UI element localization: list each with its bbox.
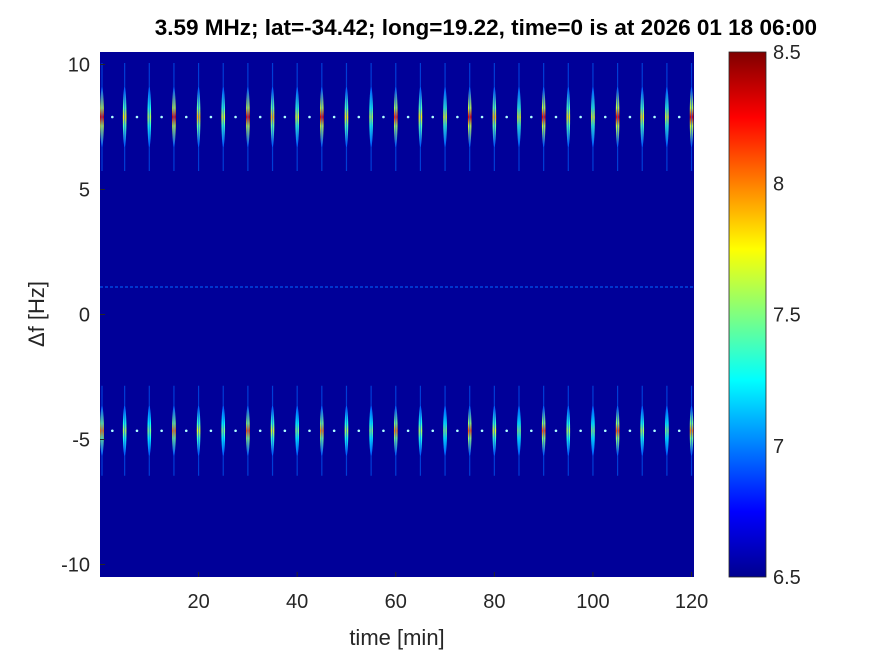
plot-area — [100, 52, 694, 577]
lower-dot — [332, 429, 336, 433]
colorbar — [728, 51, 767, 578]
upper-dot — [184, 115, 188, 119]
lower-dot — [234, 429, 237, 433]
lower-dot — [530, 429, 533, 433]
y-tick-label: 10 — [68, 55, 90, 77]
lower-dot — [554, 429, 558, 433]
lower-dot — [456, 429, 459, 433]
upper-dot — [111, 115, 114, 119]
upper-dot — [283, 115, 287, 119]
y-tick-label: -10 — [61, 555, 90, 577]
lower-dot — [357, 429, 361, 433]
lower-dot — [628, 429, 632, 433]
upper-dot — [308, 115, 311, 119]
lower-dot — [653, 429, 656, 433]
colorbar-tick-label: 7.5 — [773, 305, 801, 327]
upper-dot — [603, 115, 607, 119]
lower-dot — [209, 429, 213, 433]
y-tick-label: 0 — [79, 305, 90, 327]
x-tick-label: 20 — [187, 591, 209, 613]
lower-dot — [283, 429, 287, 433]
lower-dot — [111, 429, 114, 433]
lower-dot — [308, 429, 311, 433]
x-tick-label: 100 — [576, 591, 609, 613]
lower-dot — [382, 429, 385, 433]
upper-dot — [160, 115, 163, 119]
lower-dot — [184, 429, 188, 433]
x-tick-label: 40 — [286, 591, 308, 613]
upper-dot — [431, 115, 435, 119]
x-tick-label: 120 — [675, 591, 708, 613]
colorbar-tick-label: 7 — [773, 436, 784, 458]
y-tick-label: 5 — [79, 180, 90, 202]
lower-dot — [160, 429, 163, 433]
upper-dot — [332, 115, 336, 119]
lower-dot — [677, 429, 681, 433]
upper-dot — [677, 115, 681, 119]
x-tick-label: 80 — [483, 591, 505, 613]
upper-dot — [406, 115, 410, 119]
upper-dot — [382, 115, 385, 119]
lower-dot — [135, 429, 139, 433]
upper-dot — [530, 115, 533, 119]
upper-dot — [480, 115, 484, 119]
upper-dot — [505, 115, 508, 119]
colorbar-tick-label: 8.5 — [773, 42, 801, 64]
upper-dot — [135, 115, 139, 119]
chart-title: 3.59 MHz; lat=-34.42; long=19.22, time=0… — [154, 15, 817, 40]
lower-dot — [579, 429, 582, 433]
lower-dot — [505, 429, 508, 433]
upper-dot — [554, 115, 558, 119]
lower-dot — [406, 429, 410, 433]
lower-dot — [258, 429, 262, 433]
upper-dot — [357, 115, 361, 119]
upper-dot — [579, 115, 582, 119]
x-axis-label: time [min] — [349, 625, 444, 650]
upper-dot — [456, 115, 459, 119]
colorbar-tick-label: 8 — [773, 173, 784, 195]
y-axis-label: Δf [Hz] — [24, 281, 49, 347]
lower-dot — [480, 429, 484, 433]
x-tick-label: 60 — [385, 591, 407, 613]
upper-dot — [653, 115, 656, 119]
colorbar-tick-label: 6.5 — [773, 567, 801, 589]
y-tick-label: -5 — [72, 430, 90, 452]
lower-dot — [431, 429, 435, 433]
upper-dot — [209, 115, 213, 119]
upper-dot — [628, 115, 632, 119]
upper-dot — [234, 115, 237, 119]
lower-dot — [603, 429, 607, 433]
upper-dot — [258, 115, 262, 119]
